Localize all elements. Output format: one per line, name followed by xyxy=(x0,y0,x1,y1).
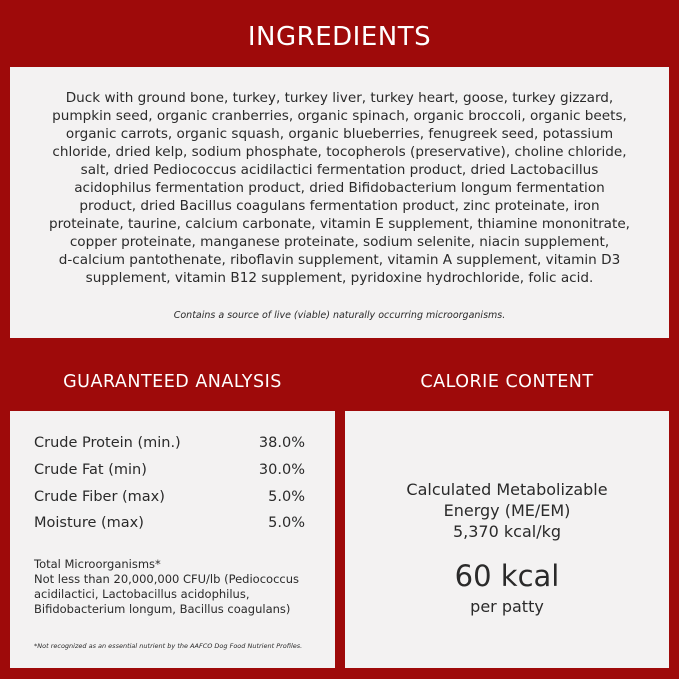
ingredients-line: product, dried Bacillus coagulans fermen… xyxy=(79,198,600,214)
micro-line: acidilactici, Lactobacillus acidophilus, xyxy=(34,587,250,601)
ingredients-line: copper proteinate, manganese proteinate,… xyxy=(69,234,610,250)
ingredients-line: d-calcium pantothenate, riboflavin suppl… xyxy=(58,252,621,268)
analysis-row: Crude Protein (min.) 38.0% xyxy=(34,435,305,451)
analysis-label: Crude Fat (min) xyxy=(34,462,147,478)
ingredients-line: salt, dried Pediococcus acidilactici fer… xyxy=(80,162,599,178)
analysis-label: Crude Fiber (max) xyxy=(34,489,165,505)
ingredients-line: acidophilus fermentation product, dried … xyxy=(74,180,605,196)
guaranteed-analysis-title: GUARANTEED ANALYSIS xyxy=(63,372,282,392)
calorie-per-patty-label: per patty xyxy=(470,597,544,616)
calorie-line: Energy (ME/EM) xyxy=(443,501,571,520)
analysis-value: 38.0% xyxy=(258,435,305,451)
micro-line: Not less than 20,000,000 CFU/lb (Pedioco… xyxy=(34,572,299,586)
analysis-row: Moisture (max) 5.0% xyxy=(34,515,305,531)
analysis-value: 5.0% xyxy=(268,515,305,531)
ingredients-list: Duck with ground bone, turkey, turkey li… xyxy=(10,89,669,287)
ingredients-title: INGREDIENTS xyxy=(247,22,432,52)
microorganisms-statement: Total Microorganisms* Not less than 20,0… xyxy=(34,557,334,617)
ingredients-line: supplement, vitamin B12 supplement, pyri… xyxy=(85,270,594,286)
analysis-row: Crude Fat (min) 30.0% xyxy=(34,462,305,478)
ingredients-panel: Duck with ground bone, turkey, turkey li… xyxy=(10,67,669,338)
calorie-per-patty-value: 60 kcal xyxy=(454,559,560,593)
ingredients-line: pumpkin seed, organic cranberries, organ… xyxy=(52,108,627,124)
analysis-row: Crude Fiber (max) 5.0% xyxy=(34,489,305,505)
ingredients-line: proteinate, taurine, calcium carbonate, … xyxy=(48,216,631,232)
micro-line: Total Microorganisms* xyxy=(34,557,161,571)
ingredients-note: Contains a source of live (viable) natur… xyxy=(173,310,506,321)
ingredients-line: Duck with ground bone, turkey, turkey li… xyxy=(65,90,614,106)
analysis-value: 5.0% xyxy=(268,489,305,505)
calorie-line: 5,370 kcal/kg xyxy=(452,522,561,541)
calorie-content-title: CALORIE CONTENT xyxy=(420,372,594,392)
analysis-value: 30.0% xyxy=(258,462,305,478)
ingredients-line: chloride, dried kelp, sodium phosphate, … xyxy=(52,144,627,160)
analysis-label: Crude Protein (min.) xyxy=(34,435,181,451)
calorie-content-panel: Calculated Metabolizable Energy (ME/EM) … xyxy=(345,411,669,668)
calorie-description: Calculated Metabolizable Energy (ME/EM) … xyxy=(345,479,669,542)
calorie-line: Calculated Metabolizable xyxy=(406,480,608,499)
guaranteed-analysis-panel: Crude Protein (min.) 38.0% Crude Fat (mi… xyxy=(10,411,335,668)
analysis-label: Moisture (max) xyxy=(34,515,144,531)
ingredients-line: organic carrots, organic squash, organic… xyxy=(65,126,614,142)
footnote: *Not recognized as an essential nutrient… xyxy=(34,642,303,650)
micro-line: Bifidobacterium longum, Bacillus coagula… xyxy=(34,602,291,616)
